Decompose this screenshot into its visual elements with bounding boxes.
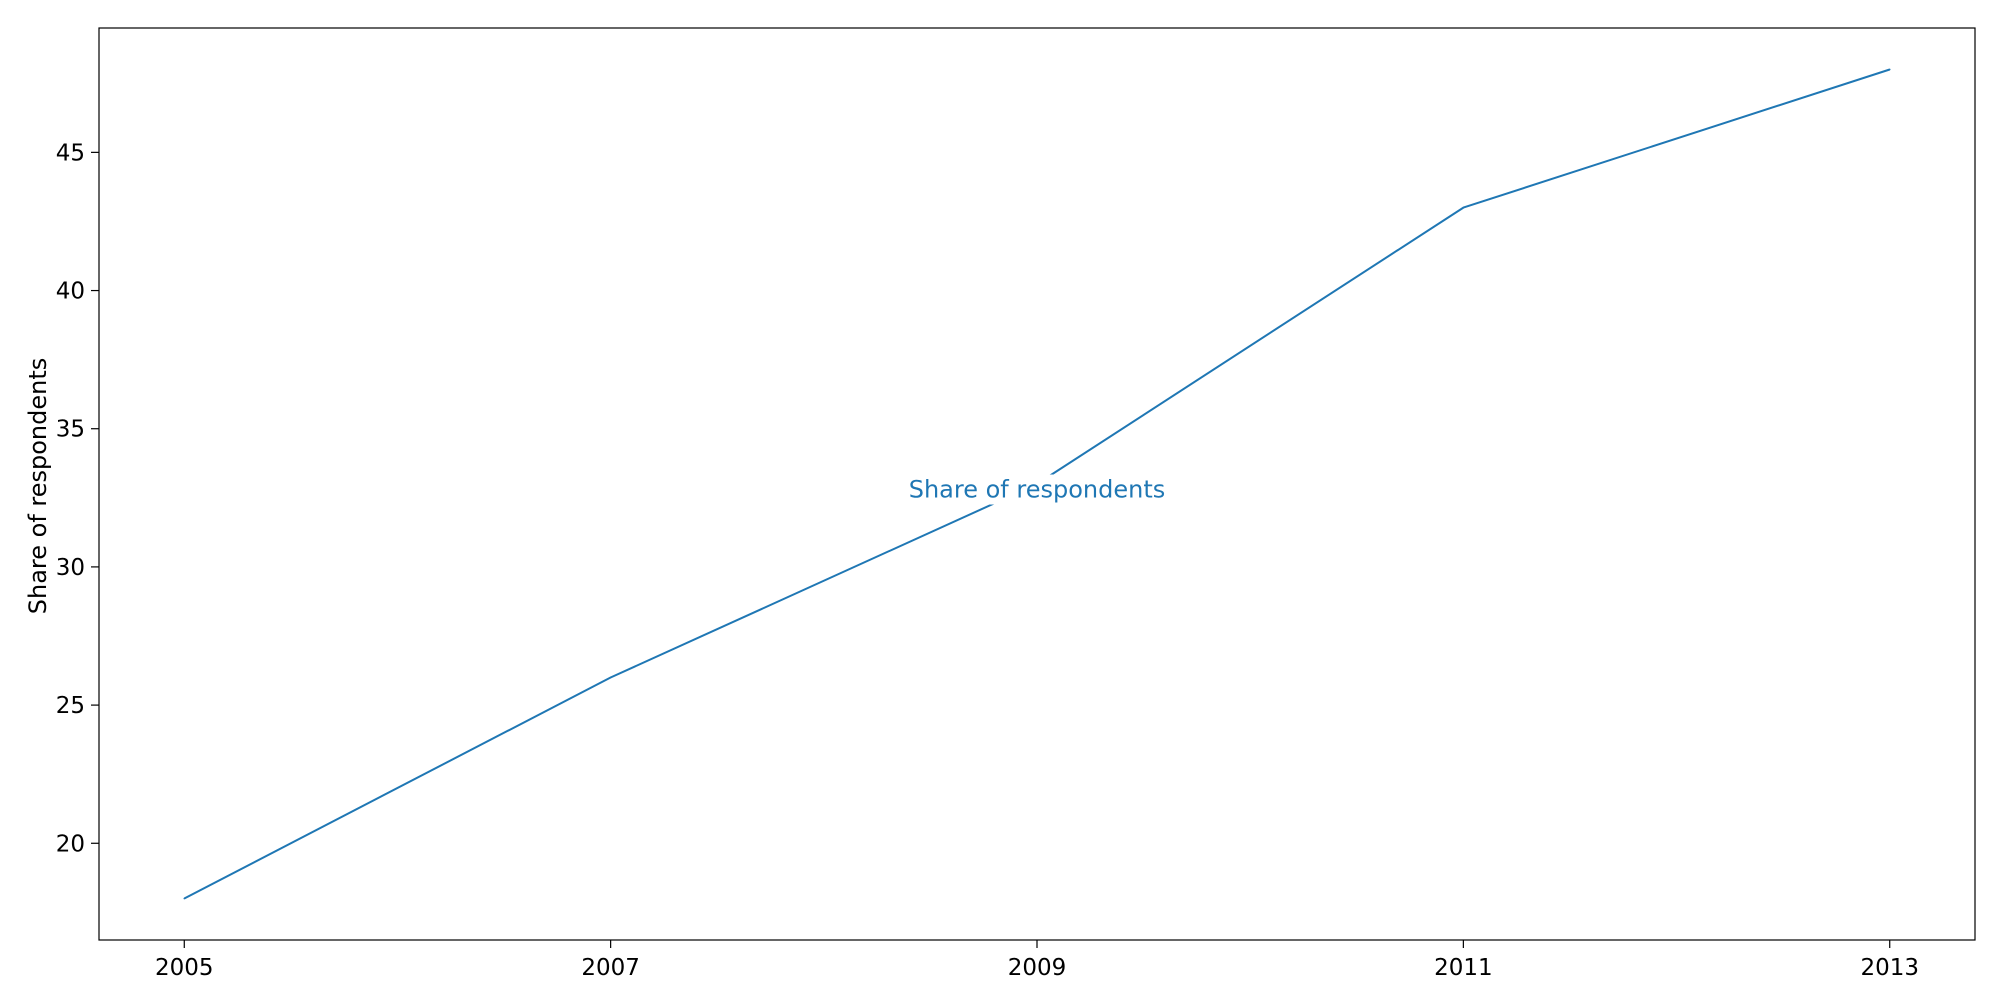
series-annotation-label: Share of respondents [909, 476, 1166, 504]
series-annotation: Share of respondents [904, 474, 1170, 505]
y-tick-label: 30 [56, 555, 85, 581]
data-point [609, 676, 612, 679]
y-axis: 20 25 30 35 40 45 [56, 140, 99, 857]
x-tick-label: 2013 [1860, 955, 1919, 981]
x-tick-label: 2011 [1434, 955, 1493, 981]
data-point [1462, 206, 1465, 209]
y-tick-label: 45 [56, 140, 85, 166]
x-axis: 2005 2007 2009 2011 2013 [155, 940, 1919, 981]
x-tick-label: 2009 [1008, 955, 1067, 981]
series-annotation-backdrop [904, 474, 1170, 505]
data-point [1888, 68, 1891, 71]
data-point [183, 897, 186, 900]
annotation-layer: Share of respondents [904, 474, 1170, 505]
y-tick-label: 25 [56, 693, 85, 719]
x-tick-label: 2007 [581, 955, 640, 981]
y-axis-label: Share of respondents [24, 358, 52, 615]
x-tick-label: 2005 [155, 955, 214, 981]
y-tick-label: 40 [56, 279, 85, 305]
y-tick-label: 35 [56, 417, 85, 443]
y-tick-label: 20 [56, 831, 85, 857]
